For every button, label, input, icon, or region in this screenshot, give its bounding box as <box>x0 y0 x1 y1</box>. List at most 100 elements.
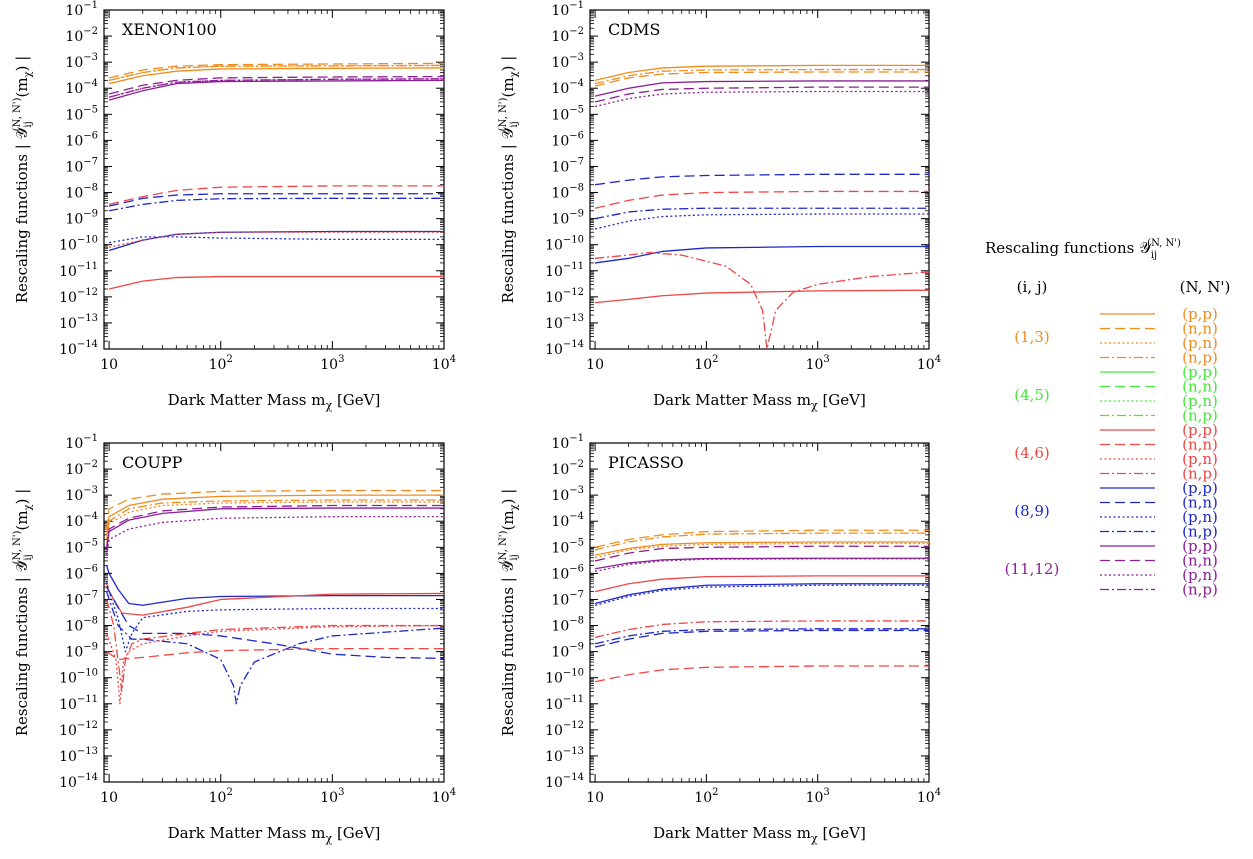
y-tick-label: 10−11 <box>545 694 584 713</box>
y-axis-label: Rescaling functions | 𝒴ij(N, N')(mχ) | <box>498 56 520 304</box>
y-tick-label: 10−4 <box>65 511 98 530</box>
y-tick-label: 10−4 <box>551 511 584 530</box>
series-line <box>594 529 929 548</box>
x-tick-label: 103 <box>320 787 344 806</box>
series-line <box>594 584 929 606</box>
y-tick-label: 10−11 <box>59 261 98 280</box>
legend-entry: (p,p) <box>1182 421 1218 439</box>
x-axis-label: Dark Matter Mass mχ [GeV] <box>168 391 381 412</box>
series-line <box>594 558 929 572</box>
series-line <box>105 507 444 550</box>
x-axis-label: Dark Matter Mass mχ [GeV] <box>653 824 866 845</box>
y-tick-label: 10−9 <box>65 642 98 661</box>
series-line <box>108 193 444 207</box>
y-tick-label: 10−3 <box>65 52 98 71</box>
y-tick-label: 10−4 <box>551 78 584 97</box>
series-line <box>108 75 444 95</box>
legend-entry: (n,n) <box>1182 494 1218 512</box>
x-tick-label: 104 <box>432 787 456 806</box>
x-tick-label: 10 <box>100 790 118 806</box>
legend-group-label: (8,9) <box>1014 502 1050 520</box>
y-tick-label: 10−2 <box>551 459 584 478</box>
series-line <box>594 86 929 103</box>
y-tick-label: 10−9 <box>551 642 584 661</box>
series-line <box>594 64 929 82</box>
y-tick-label: 10−8 <box>65 616 98 635</box>
chart-panel-3: 10−1 10−2 10−3 10−4 10−5 10−6 10−7 10−8 10−9 10−1… <box>12 433 456 845</box>
legend-entry: (n,p) <box>1182 465 1218 483</box>
legend-entry: (n,n) <box>1182 436 1218 454</box>
y-axis-label: Rescaling functions | 𝒴ij(N, N')(mχ) | <box>12 56 34 304</box>
y-tick-label: 10−11 <box>59 694 98 713</box>
y-tick-label: 10−7 <box>65 589 98 608</box>
legend-entry: (p,n) <box>1182 392 1218 410</box>
chart-panel-1: 10−1 10−2 10−3 10−4 10−5 10−6 10−7 10−8 10−9 10−1… <box>12 0 456 412</box>
series-line <box>594 207 929 220</box>
series-line <box>594 532 929 551</box>
y-tick-label: 10−13 <box>545 313 584 332</box>
series-line <box>105 504 444 548</box>
series-line <box>105 501 444 543</box>
y-tick-label: 10−6 <box>551 563 584 582</box>
panel-title: XENON100 <box>122 20 217 39</box>
y-tick-label: 10−8 <box>551 616 584 635</box>
y-tick-label: 10−10 <box>59 668 98 687</box>
y-tick-label: 10−6 <box>65 563 98 582</box>
legend-entry: (p,p) <box>1182 363 1218 381</box>
x-tick-label: 102 <box>209 354 233 373</box>
series-line <box>105 489 444 530</box>
panels: 10−1 10−2 10−3 10−4 10−5 10−6 10−7 10−8 10−9 10−1… <box>12 0 941 845</box>
legend-group-label: (1,3) <box>1014 328 1050 346</box>
plot-frame <box>103 9 445 350</box>
series-line <box>105 494 444 535</box>
legend-entry: (n,p) <box>1182 523 1218 541</box>
y-tick-label: 10−3 <box>65 485 98 504</box>
legend-entry: (n,p) <box>1182 349 1218 367</box>
chart-panel-4: 10−1 10−2 10−3 10−4 10−5 10−6 10−7 10−8 10−9 10−1… <box>498 433 941 845</box>
series-line <box>106 624 444 705</box>
y-tick-label: 10−4 <box>65 78 98 97</box>
y-tick-label: 10−5 <box>551 537 584 556</box>
series-line <box>594 575 929 593</box>
legend-entry: (p,p) <box>1182 305 1218 323</box>
x-axis-label: Dark Matter Mass mχ [GeV] <box>653 391 866 412</box>
legend-entry: (p,n) <box>1182 450 1218 468</box>
y-tick-label: 10−2 <box>551 26 584 45</box>
legend-entry: (p,n) <box>1182 508 1218 526</box>
legend-entry: (p,n) <box>1182 566 1218 584</box>
series-line <box>595 289 929 304</box>
series-line <box>108 230 444 252</box>
y-tick-label: 10−3 <box>551 485 584 504</box>
x-tick-label: 103 <box>806 787 830 806</box>
y-tick-label: 10−1 <box>551 0 584 19</box>
legend-group-label: (4,5) <box>1014 386 1050 404</box>
chart-panel-2: 10−1 10−2 10−3 10−4 10−5 10−6 10−7 10−8 10−9 10−1… <box>498 0 941 412</box>
x-tick-label: 104 <box>917 354 941 373</box>
series-line <box>594 542 929 559</box>
series-line <box>594 90 929 108</box>
series-line <box>108 197 444 212</box>
y-tick-label: 10−5 <box>65 104 98 123</box>
y-tick-label: 10−5 <box>65 537 98 556</box>
y-tick-label: 10−12 <box>59 720 98 739</box>
series-line <box>108 78 444 98</box>
series-line <box>595 245 929 264</box>
panel-title: PICASSO <box>608 453 684 472</box>
x-axis-label: Dark Matter Mass mχ [GeV] <box>168 824 381 845</box>
y-tick-label: 10−1 <box>65 433 98 452</box>
series-group <box>594 64 929 349</box>
x-tick-label: 102 <box>694 354 718 373</box>
y-tick-label: 10−6 <box>65 130 98 149</box>
series-line <box>594 68 929 85</box>
legend-entry: (n,n) <box>1182 320 1218 338</box>
y-tick-label: 10−1 <box>551 433 584 452</box>
series-line <box>106 586 444 660</box>
series-line <box>105 515 444 556</box>
series-line <box>106 583 444 616</box>
legend-group-label: (4,6) <box>1014 444 1050 462</box>
series-line <box>594 665 929 683</box>
legend-entry: (n,p) <box>1182 407 1218 425</box>
y-axis-label: Rescaling functions | 𝒴ij(N, N')(mχ) | <box>498 489 520 737</box>
series-line <box>594 583 929 605</box>
